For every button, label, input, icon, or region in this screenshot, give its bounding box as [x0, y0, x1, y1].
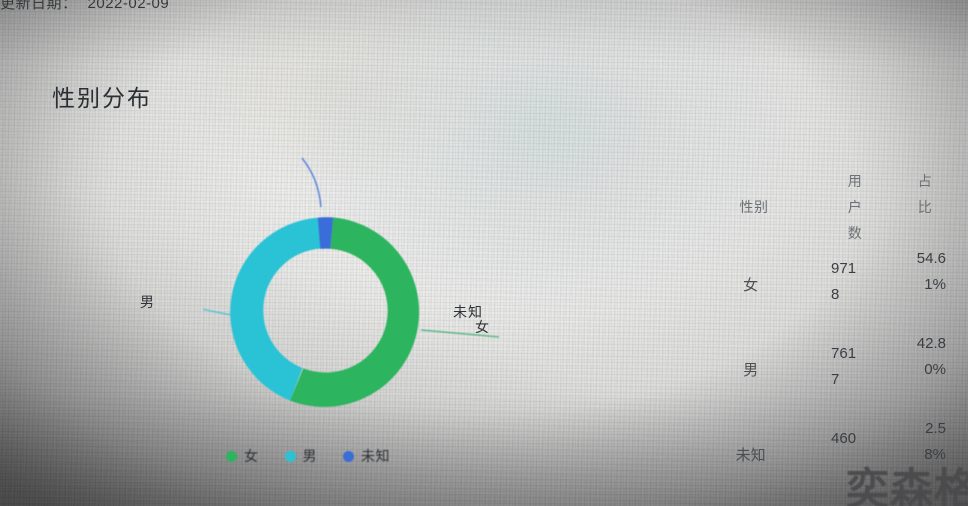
gender-donut-chart: 未知 [203, 145, 503, 445]
legend-item-female[interactable]: 女 [226, 446, 259, 466]
table-row[interactable]: 未知 460 2.58% [688, 416, 960, 501]
legend-item-unknown[interactable]: 未知 [343, 446, 390, 466]
table-row[interactable]: 男 7617 42.80% [688, 331, 960, 416]
donut-label-unknown: 未知 [453, 304, 483, 320]
legend-dot-male-icon [284, 450, 296, 462]
legend-dot-unknown-icon [343, 450, 354, 462]
leader-line-female [420, 329, 500, 338]
table-header-row: 性别 用户数 占比 [688, 168, 960, 246]
donut-slice-male[interactable] [230, 217, 321, 401]
donut-slice-female[interactable] [290, 217, 420, 407]
cell-count: 9718 [831, 260, 857, 303]
cell-gender: 未知 [735, 447, 766, 464]
table-header-count: 用户数 [847, 173, 863, 241]
cell-gender: 男 [743, 362, 759, 379]
donut-label-female: 女 [475, 319, 490, 335]
table-header-percent: 占比 [917, 173, 933, 215]
cell-percent: 42.80% [916, 335, 946, 378]
cell-percent: 2.58% [924, 420, 946, 463]
page-title: 性别分布 [52, 85, 152, 111]
gender-stat-table: 性别 用户数 占比 女 9718 54.61% [688, 168, 960, 501]
legend-label-male: 男 [302, 448, 317, 464]
update-date-label: 更新日期： [0, 0, 78, 12]
chart-legend: 女 男 未知 [226, 446, 390, 466]
leader-line-male [203, 308, 232, 316]
cell-count: 460 [831, 430, 857, 447]
update-date: 更新日期： 2022-02-09 [0, 0, 260, 17]
legend-item-male[interactable]: 男 [284, 446, 318, 466]
donut-slice-unknown[interactable] [317, 217, 334, 249]
legend-label-female: 女 [244, 448, 259, 464]
cell-count: 7617 [831, 345, 857, 388]
cell-gender: 女 [743, 277, 759, 294]
donut-label-male: 男 [140, 294, 155, 310]
table-row[interactable]: 女 9718 54.61% [688, 246, 960, 331]
cell-percent: 54.61% [916, 250, 946, 293]
donut-chart-svg [203, 157, 500, 407]
leader-line-unknown [301, 157, 322, 208]
watermark: 奕森格 [846, 466, 968, 506]
table-body: 女 9718 54.61% 男 7617 42.80% [688, 246, 960, 501]
update-date-value: 2022-02-09 [87, 0, 170, 12]
table-header-gender: 性别 [739, 199, 769, 215]
legend-label-unknown: 未知 [361, 448, 390, 464]
legend-dot-female-icon [226, 450, 237, 462]
